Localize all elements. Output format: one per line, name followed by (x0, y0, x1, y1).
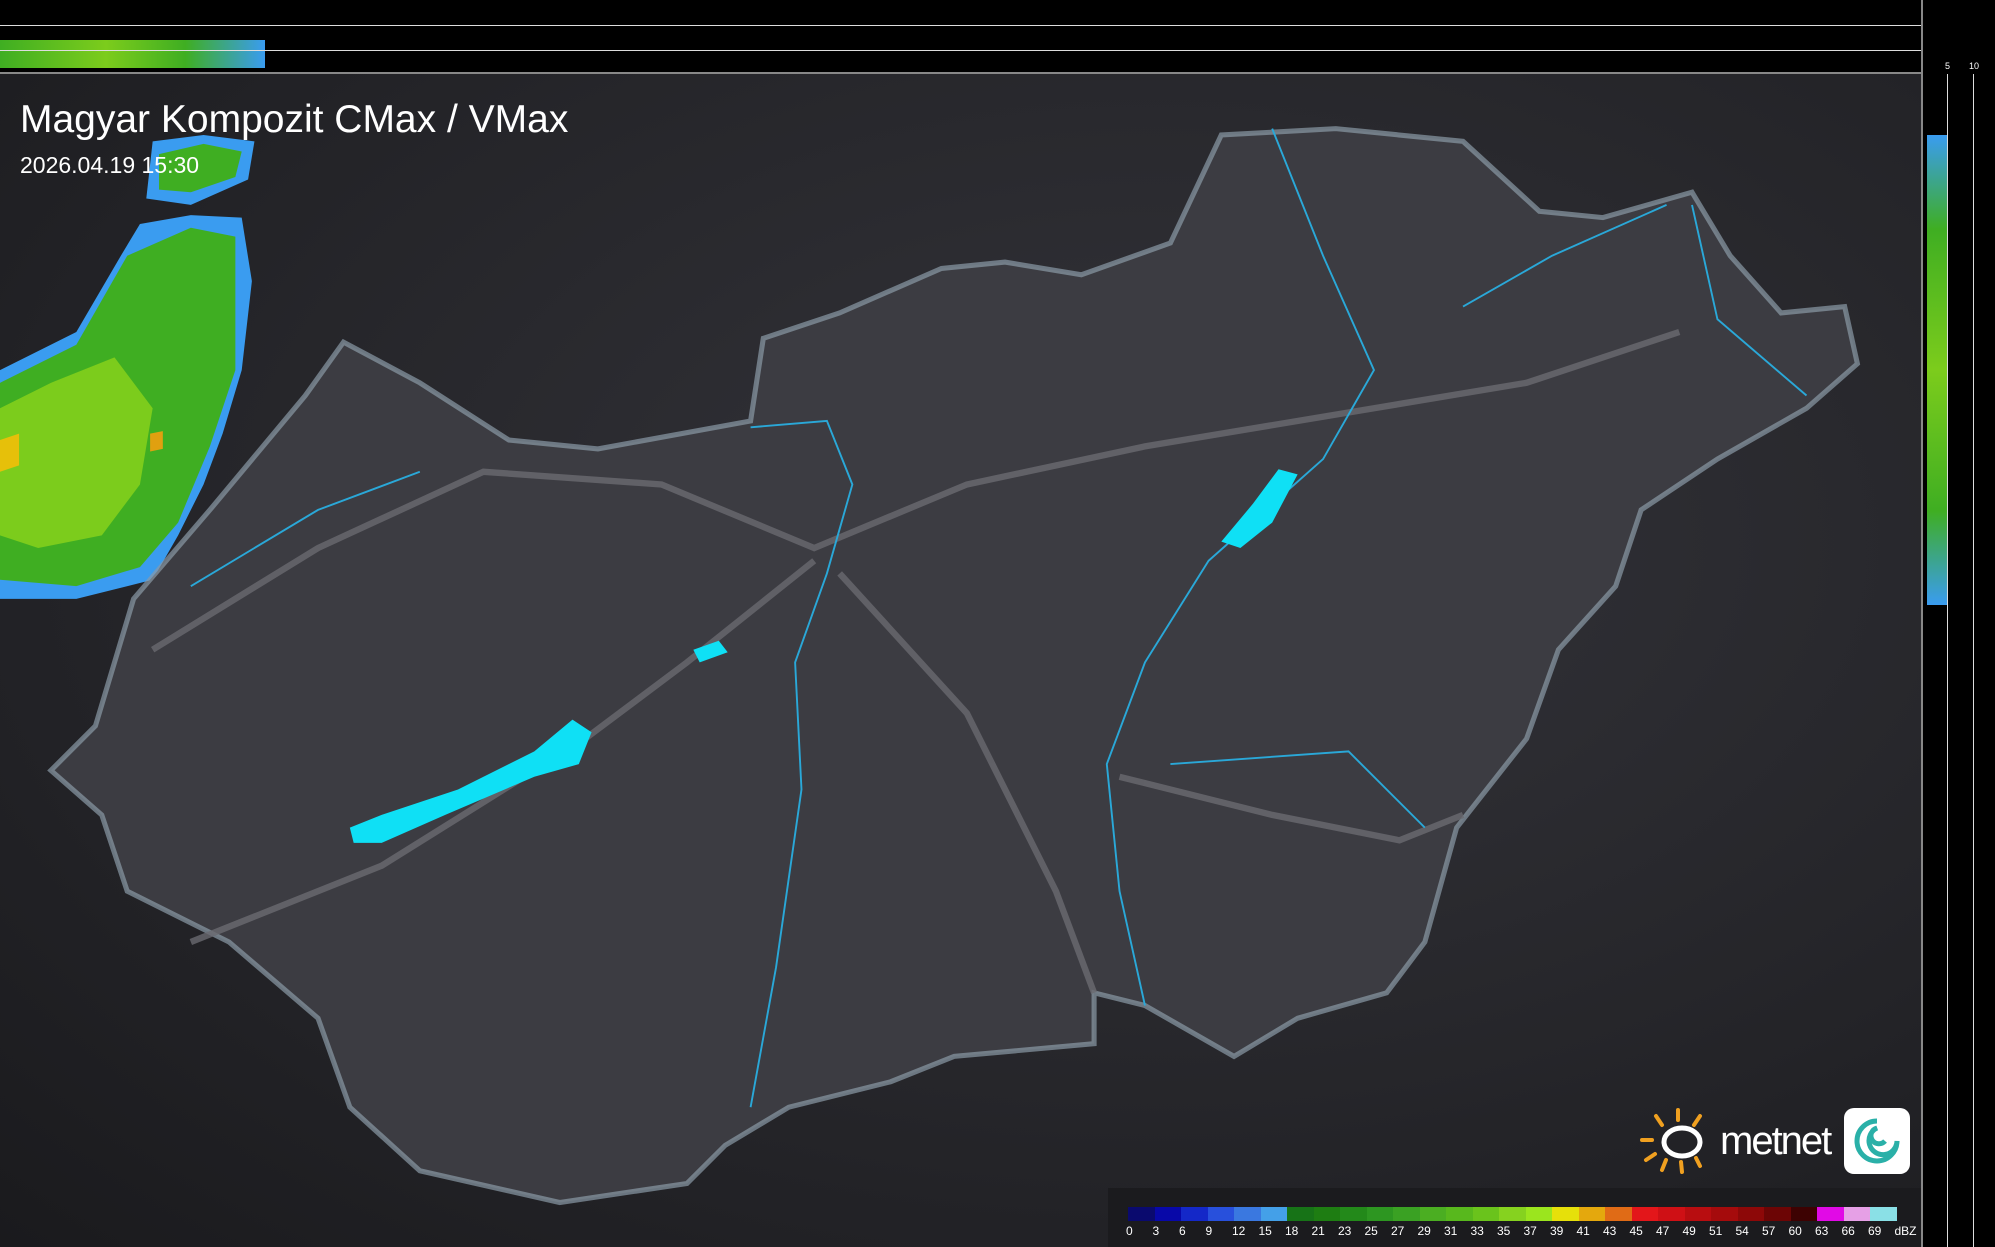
radar-map[interactable]: Magyar Kompozit CMax / VMax 2026.04.19 1… (0, 74, 1921, 1247)
legend-swatch (1154, 1207, 1181, 1221)
legend-label: 47 (1656, 1224, 1670, 1238)
lake-velence (693, 640, 728, 663)
lakes (349, 469, 1298, 843)
hungary-country-shape (47, 126, 1861, 1206)
legend-swatch (1393, 1207, 1420, 1221)
legend-swatch (1260, 1207, 1287, 1221)
legend-label: 27 (1391, 1224, 1405, 1238)
legend-label: 31 (1444, 1224, 1458, 1238)
legend-swatch (1790, 1207, 1817, 1221)
legend-swatch (1764, 1207, 1791, 1221)
legend-swatch (1631, 1207, 1658, 1221)
legend-swatch (1658, 1207, 1685, 1221)
legend-label: 3 (1152, 1224, 1160, 1238)
map-title: Magyar Kompozit CMax / VMax (20, 98, 569, 141)
legend-label: 37 (1523, 1224, 1537, 1238)
legend-label: 25 (1364, 1224, 1378, 1238)
legend-swatch (1313, 1207, 1340, 1221)
legend-swatch (1843, 1207, 1870, 1221)
legend-swatch (1737, 1207, 1764, 1221)
vertical-profile-right: 5 10 (1921, 0, 1995, 1247)
legend-unit: dBZ (1894, 1224, 1917, 1238)
tick-10: 10 (1969, 61, 1980, 71)
legend-label: 33 (1470, 1224, 1484, 1238)
gridline-10 (1973, 74, 1974, 1247)
legend-swatch (1366, 1207, 1393, 1221)
legend-swatch (1340, 1207, 1367, 1221)
legend-swatch (1817, 1207, 1844, 1221)
map-layer (0, 126, 1861, 1206)
legend-label: 63 (1815, 1224, 1829, 1238)
legend-swatch (1711, 1207, 1738, 1221)
legend-swatch (1684, 1207, 1711, 1221)
legend-labels: 0 3 6 9 12 15 18 21 23 25 27 29 31 33 35 37 39 41 43 45 47 49… (1126, 1224, 1921, 1238)
lake-tisza (1221, 469, 1298, 549)
legend-label: 45 (1629, 1224, 1643, 1238)
swirl-icon (1844, 1108, 1911, 1174)
legend-label: 41 (1576, 1224, 1590, 1238)
tick-5: 5 (1945, 61, 1951, 71)
legend-swatch (1128, 1207, 1155, 1221)
legend-label: 69 (1868, 1224, 1882, 1238)
legend-label: 21 (1311, 1224, 1325, 1238)
legend-swatch (1605, 1207, 1632, 1221)
legend-swatch (1287, 1207, 1314, 1221)
legend-swatch (1870, 1207, 1897, 1221)
radar-echo-west (0, 135, 255, 599)
gridline-10 (0, 25, 1921, 26)
vertical-profile-top: 10 5 (0, 0, 1934, 74)
legend-swatch (1181, 1207, 1208, 1221)
legend-label: 15 (1258, 1224, 1272, 1238)
legend-label: 39 (1550, 1224, 1564, 1238)
legend-swatch (1234, 1207, 1261, 1221)
sun-icon (1640, 1108, 1703, 1174)
legend-label: 57 (1762, 1224, 1776, 1238)
legend-label: 9 (1205, 1224, 1213, 1238)
gridline-5 (0, 50, 1921, 51)
legend-label: 6 (1179, 1224, 1186, 1238)
dbz-color-legend: 0 3 6 9 12 15 18 21 23 25 27 29 31 33 35 37 39 41 43 45 47 49… (1108, 1188, 1921, 1247)
legend-label: 54 (1735, 1224, 1749, 1238)
legend-label: 23 (1338, 1224, 1352, 1238)
legend-swatch (1552, 1207, 1579, 1221)
legend-swatch (1525, 1207, 1552, 1221)
legend-label: 51 (1709, 1224, 1723, 1238)
profile-echo-top (0, 40, 265, 68)
map-timestamp: 2026.04.19 15:30 (20, 152, 200, 178)
legend-swatch (1419, 1207, 1446, 1221)
legend-swatch (1472, 1207, 1499, 1221)
logo-text: metnet (1720, 1118, 1832, 1163)
legend-label: 35 (1497, 1224, 1511, 1238)
legend-label: 29 (1417, 1224, 1431, 1238)
lake-balaton (349, 719, 592, 843)
legend-swatch (1446, 1207, 1473, 1221)
metnet-logo: metnet (1638, 1106, 1911, 1176)
legend-label: 60 (1788, 1224, 1802, 1238)
legend-swatch (1499, 1207, 1526, 1221)
legend-label: 12 (1232, 1224, 1246, 1238)
profile-echo-right (1927, 135, 1947, 605)
legend-label: 49 (1682, 1224, 1696, 1238)
legend-label: 66 (1841, 1224, 1855, 1238)
gridline-5 (1947, 74, 1948, 1247)
legend-label: 0 (1126, 1224, 1133, 1238)
legend-label: 43 (1603, 1224, 1617, 1238)
legend-swatch (1578, 1207, 1605, 1221)
legend-label: 18 (1285, 1224, 1299, 1238)
legend-swatch (1207, 1207, 1234, 1221)
legend-color-bar (1128, 1207, 1897, 1221)
rivers (190, 128, 1808, 1108)
